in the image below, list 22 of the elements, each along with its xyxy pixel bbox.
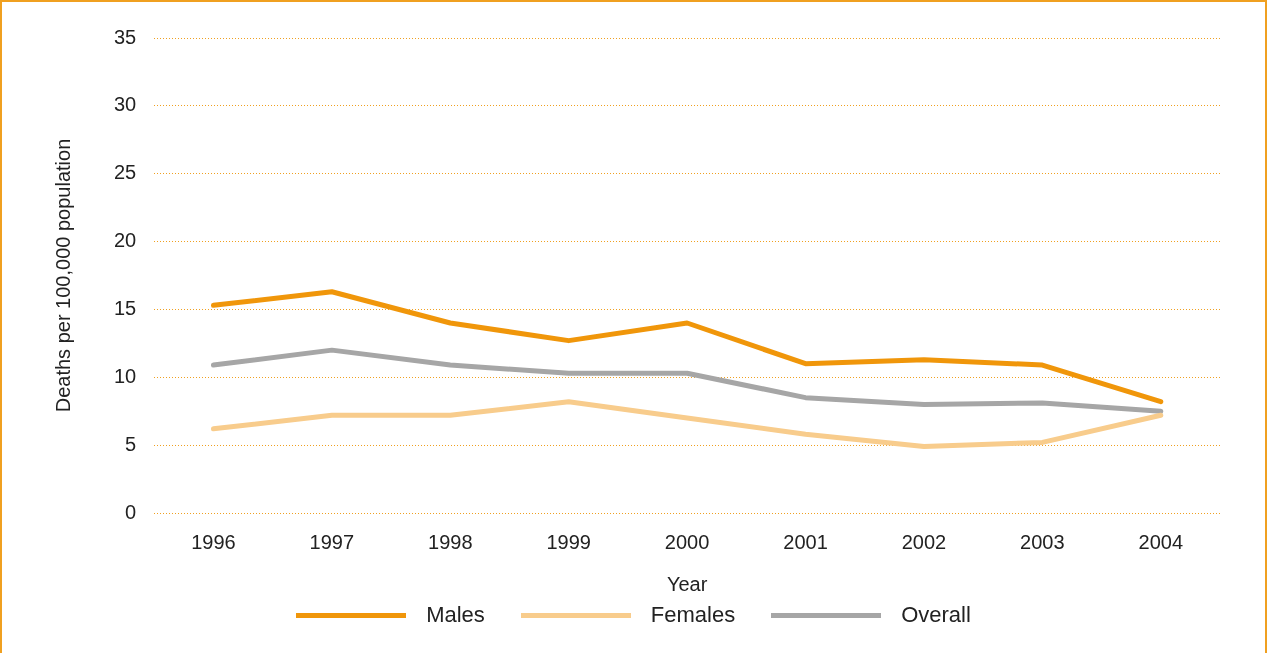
y-tick-label: 20	[114, 229, 137, 252]
x-tick-label: 2002	[901, 530, 947, 553]
x-tick-label: 1996	[191, 530, 236, 553]
y-tick-label: 25	[114, 161, 137, 184]
legend-label: Overall	[901, 602, 971, 628]
legend-label: Males	[426, 602, 485, 628]
x-tick-label: 1997	[309, 530, 355, 553]
x-axis-title: Year	[666, 572, 708, 595]
y-tick-label: 15	[114, 296, 137, 319]
x-tick-label: 2000	[664, 530, 710, 553]
y-tick-label: 10	[114, 364, 137, 387]
y-axis-title: Deaths per 100,000 population	[51, 138, 74, 413]
x-tick-label: 2001	[783, 530, 828, 553]
x-tick-label: 1998	[428, 530, 473, 553]
legend-label: Females	[650, 602, 736, 628]
y-tick-label: 30	[114, 93, 137, 116]
y-tick-label: 5	[125, 432, 137, 455]
x-tick-label: 2003	[1020, 530, 1065, 553]
y-tick-label: 0	[125, 500, 137, 523]
x-tick-label: 2004	[1138, 530, 1184, 553]
x-tick-label: 1999	[546, 530, 591, 553]
y-tick-label: 35	[114, 25, 137, 48]
